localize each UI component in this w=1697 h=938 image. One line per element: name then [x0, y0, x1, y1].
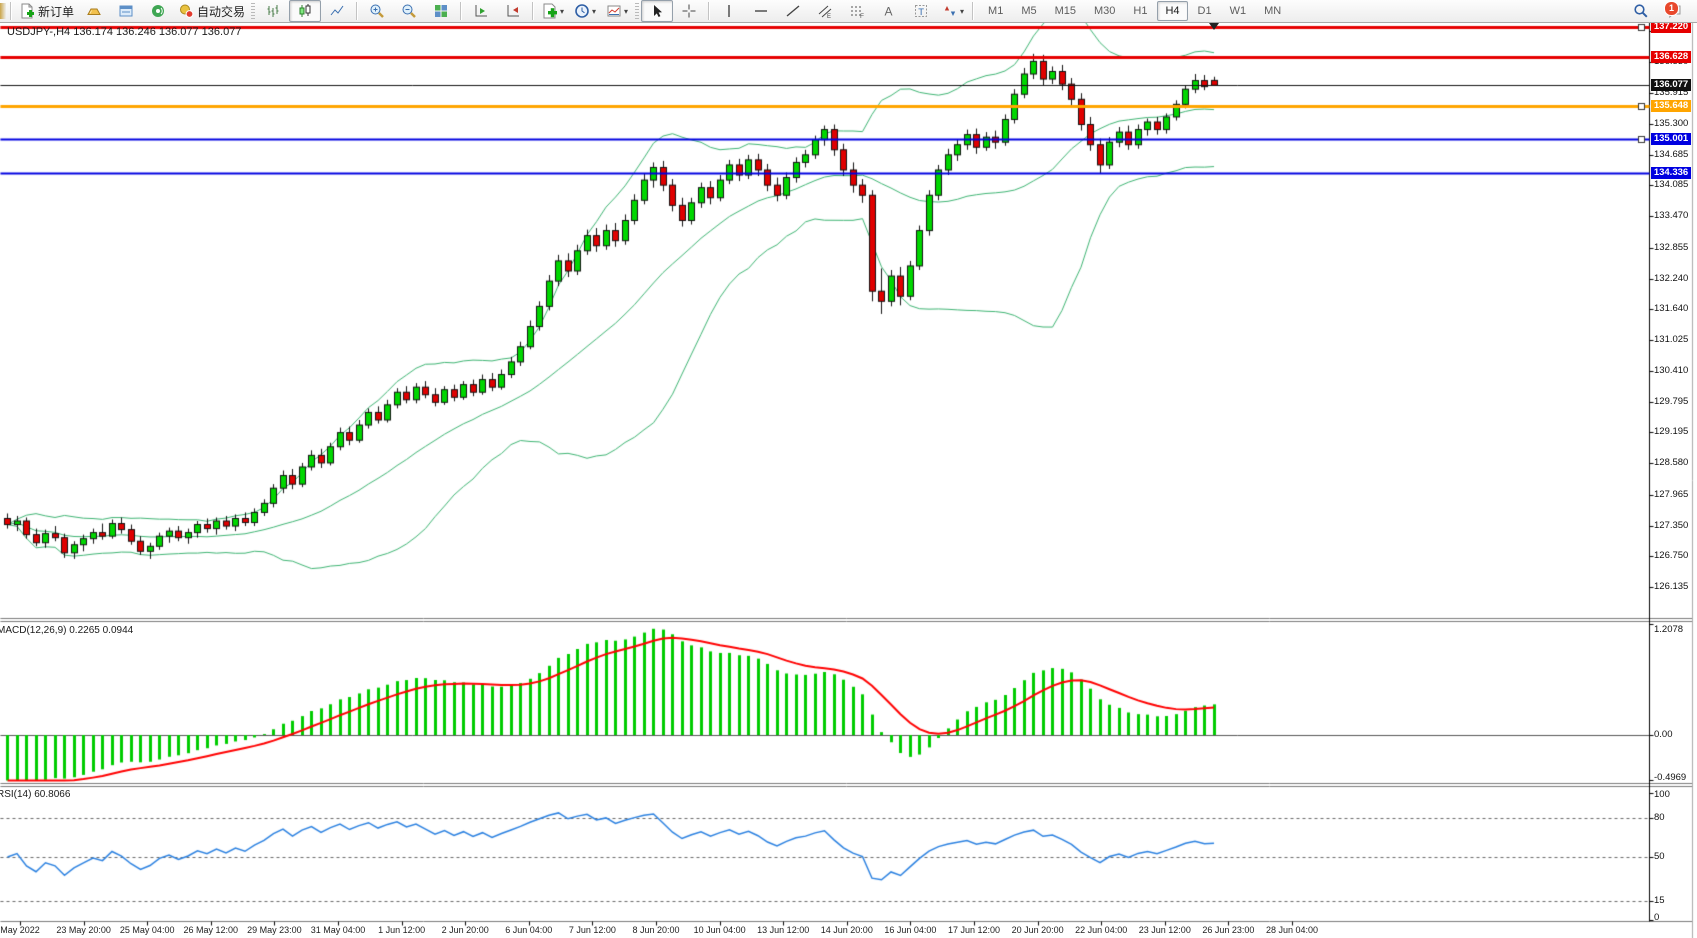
new-order-label: 新订单: [38, 4, 75, 19]
vertical-line-icon: [721, 3, 737, 19]
crosshair-tool-button[interactable]: [673, 0, 705, 22]
arrows-tool-button[interactable]: ▾: [937, 0, 969, 22]
toolbar-grip[interactable]: [251, 3, 256, 19]
main-toolbar: 新订单 自动交易: [0, 0, 1697, 23]
gold-button[interactable]: [78, 0, 110, 22]
periods-caret-icon: ▾: [592, 6, 597, 16]
market-watch-button[interactable]: [110, 0, 142, 22]
bar-chart-mode-button[interactable]: [257, 0, 289, 22]
toolbar-grip[interactable]: [635, 3, 640, 19]
arrows-icon: [942, 3, 958, 19]
cursor-tool-button[interactable]: [641, 0, 674, 22]
toolbar-separator: [356, 2, 359, 20]
search-icon: [1633, 3, 1649, 19]
timeframe-m1[interactable]: M1: [988, 5, 1004, 17]
svg-text:T: T: [918, 7, 924, 18]
toolbar-separator: [460, 2, 463, 20]
text-tool-button[interactable]: A: [873, 0, 905, 22]
toolbar-right-tools: [1625, 0, 1689, 22]
line-chart-icon: [329, 3, 345, 19]
zoom-in-button[interactable]: [361, 0, 393, 22]
templates-icon: [606, 3, 622, 19]
autotrade-label: 自动交易: [197, 4, 246, 19]
zoom-in-icon: [369, 3, 385, 19]
vertical-line-tool-button[interactable]: [713, 0, 745, 22]
clock-icon: [574, 3, 590, 19]
fibonacci-tool-button[interactable]: F: [841, 0, 873, 22]
autotrade-icon: [178, 3, 194, 19]
timeframe-h1[interactable]: H1: [1133, 5, 1148, 17]
new-order-icon: [19, 3, 35, 19]
auto-scroll-icon: [473, 3, 489, 19]
candlestick-mode-button[interactable]: [289, 0, 322, 22]
autotrade-button[interactable]: 自动交易: [174, 0, 249, 22]
toolbar-separator: [708, 2, 711, 20]
channel-tool-button[interactable]: E: [809, 0, 841, 22]
symbol-ohlc-line: USDJPY-,H4 136.174 136.246 136.077 136.0…: [7, 26, 242, 38]
horizontal-line-icon: [753, 3, 769, 19]
toolbar-separator: [10, 2, 12, 20]
zoom-out-button[interactable]: [393, 0, 425, 22]
timeframe-m5[interactable]: M5: [1021, 5, 1037, 17]
templates-caret-icon: ▾: [624, 6, 629, 16]
timeframe-m15[interactable]: M15: [1054, 5, 1076, 17]
text-label-icon: T: [913, 3, 929, 19]
text-icon: A: [881, 3, 897, 19]
add-indicator-icon: [542, 3, 558, 19]
timeframe-mn[interactable]: MN: [1264, 5, 1282, 17]
templates-button[interactable]: ▾: [601, 0, 633, 22]
line-chart-mode-button[interactable]: [321, 0, 353, 22]
svg-text:A: A: [885, 5, 893, 19]
fibonacci-icon: F: [849, 3, 865, 19]
timeframe-h4[interactable]: H4: [1157, 1, 1188, 21]
text-label-tool-button[interactable]: T: [905, 0, 937, 22]
timeframe-group: M1 M5 M15 M30 H1 H4 D1 W1 MN: [979, 1, 1290, 21]
zoom-out-icon: [401, 3, 417, 19]
trendline-icon: [785, 3, 801, 19]
arrows-caret-icon: ▾: [960, 6, 965, 16]
notification-badge[interactable]: 1: [1664, 1, 1679, 16]
indicators-caret-icon: ▾: [560, 6, 565, 16]
horizontal-line-tool-button[interactable]: [745, 0, 777, 22]
auto-scroll-button[interactable]: [465, 0, 497, 22]
signals-button[interactable]: [142, 0, 174, 22]
svg-text:E: E: [827, 14, 831, 19]
trendline-tool-button[interactable]: [777, 0, 809, 22]
crosshair-icon: [681, 3, 697, 19]
new-order-button[interactable]: 新订单: [15, 0, 78, 22]
indicators-button[interactable]: ▾: [537, 0, 569, 22]
toolbar-separator: [972, 2, 975, 20]
timeframe-w1[interactable]: W1: [1229, 5, 1247, 17]
chart-shift-marker[interactable]: [1209, 23, 1219, 30]
timeframe-d1[interactable]: D1: [1197, 5, 1212, 17]
signals-icon: [150, 3, 166, 19]
chart-shift-icon: [505, 3, 521, 19]
periods-button[interactable]: ▾: [569, 0, 601, 22]
candlestick-icon: [297, 3, 313, 19]
clipped-toolbar-icon: [0, 3, 6, 19]
chart-shift-button[interactable]: [497, 0, 529, 22]
cursor-icon: [649, 3, 665, 19]
bar-chart-icon: [265, 3, 281, 19]
tile-windows-icon: [433, 3, 449, 19]
tile-windows-button[interactable]: [425, 0, 457, 22]
market-window-icon: [118, 3, 134, 19]
gold-ingot-icon: [86, 3, 102, 19]
toolbar-separator: [532, 2, 535, 20]
timeframe-m30[interactable]: M30: [1094, 5, 1116, 17]
search-button[interactable]: [1625, 0, 1657, 22]
equidistant-channel-icon: E: [817, 3, 833, 19]
svg-text:F: F: [860, 13, 864, 19]
